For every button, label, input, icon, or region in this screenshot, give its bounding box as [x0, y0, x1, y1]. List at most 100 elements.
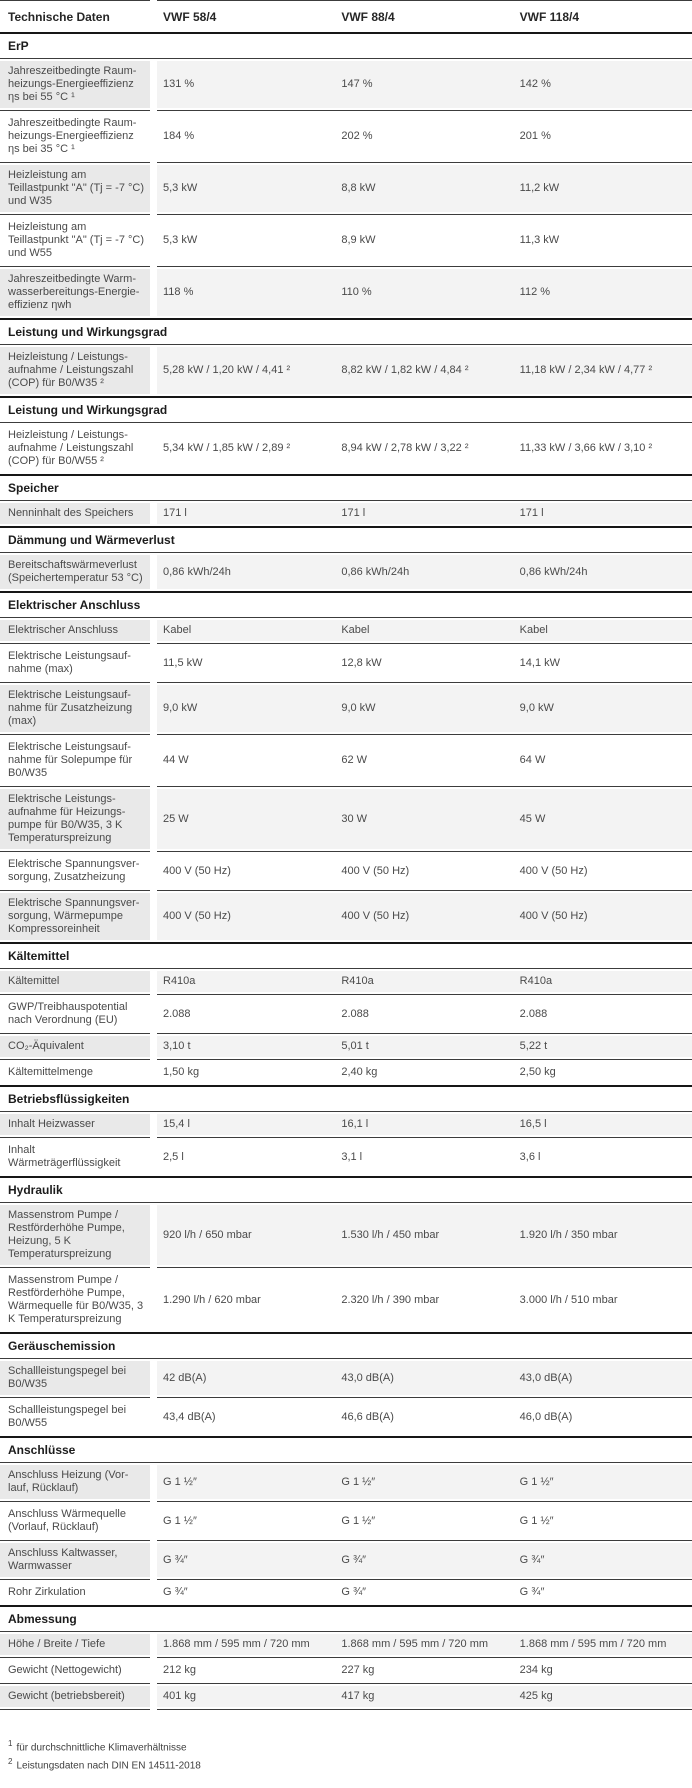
row-values: 44 W 62 W 64 W	[157, 737, 692, 784]
row-label-cell: Schallleistungspegel bei B0/W35	[0, 1359, 150, 1397]
model-columns: VWF 58/4 VWF 88/4 VWF 118/4	[157, 0, 692, 32]
row-value: 11,5 kW	[163, 656, 203, 669]
row-label-cell: Elektrische Spannungsver­sorgung, Wärmep…	[0, 890, 150, 942]
row-value: 2,50 kg	[519, 1066, 556, 1078]
row-label: Heizleistung / Leistungs­aufnahme / Leis…	[8, 429, 134, 467]
section-rows: Inhalt Heizwasser 15,4 l 16,1 l 16,5 l I…	[0, 1112, 692, 1176]
row-values: 1.290 l/h / 620 mbar 2.320 l/h / 390 mba…	[157, 1270, 692, 1330]
table-row: Inhalt Wärmeträgerflüssigkeit 2,5 l 3,1 …	[0, 1137, 692, 1176]
table-row: Gewicht (betriebsbereit) 401 kg 417 kg 4…	[0, 1683, 692, 1709]
row-value: 43,0 dB(A)	[341, 1371, 394, 1384]
section-rows: Massenstrom Pumpe / Rest­förderhöhe Pump…	[0, 1203, 692, 1332]
row-values-cell: 9,0 kW 9,0 kW 9,0 kW	[157, 682, 692, 734]
row-values: 171 l 171 l 171 l	[157, 503, 692, 524]
table-row: Massenstrom Pumpe / Rest­förderhöhe Pump…	[0, 1203, 692, 1267]
footnote-1-text: für durchschnittliche Klimaverhältnisse	[16, 1742, 187, 1754]
row-value: 12,8 kW	[341, 656, 382, 669]
row-values: 401 kg 417 kg 425 kg	[157, 1686, 692, 1707]
row-values-cell: G 1 ½″ G 1 ½″ G 1 ½″	[157, 1501, 692, 1540]
row-label-cell: Gewicht (Nettogewicht)	[0, 1657, 150, 1683]
row-value: 5,3 kW	[163, 234, 198, 246]
row-values: 2.088 2.088 2.088	[157, 997, 692, 1031]
row-value: G 1 ½″	[163, 1514, 197, 1527]
row-value: 1.868 mm / 595 mm / 720 mm	[163, 1638, 310, 1650]
row-label: Elektrische Leistungsauf­nahme für Solep…	[8, 741, 133, 779]
row-label: Schallleistungspegel bei B0/W55	[8, 1404, 127, 1429]
row-value: 15,4 l	[163, 1118, 190, 1130]
table-row: Heizleistung / Leistungs­aufnahme / Leis…	[0, 423, 692, 474]
table-row: Elektrische Leistungsauf­nahme (max) 11,…	[0, 643, 692, 682]
row-values: 42 dB(A) 43,0 dB(A) 43,0 dB(A)	[157, 1361, 692, 1395]
row-label: Elektrische Spannungsver­sorgung, Zusatz…	[8, 858, 140, 883]
row-value: G 1 ½″	[341, 1514, 376, 1527]
row-value: 9,0 kW	[519, 702, 554, 714]
row-label: Anschluss Kaltwasser, Warmwasser	[0, 1543, 150, 1577]
row-values: 5,3 kW 8,9 kW 11,3 kW	[157, 217, 692, 264]
row-label: Kältemittel	[0, 971, 150, 992]
table-row: Inhalt Heizwasser 15,4 l 16,1 l 16,5 l	[0, 1112, 692, 1137]
table-section: Hydraulik Massenstrom Pumpe / Rest­förde…	[0, 1176, 692, 1332]
row-value: 11,3 kW	[519, 234, 560, 246]
row-label-cell: Heizleistung / Leistungs­aufnahme / Leis…	[0, 423, 150, 474]
row-values-cell: 5,28 kW / 1,20 kW / 4,41 ² 8,82 kW / 1,8…	[157, 345, 692, 396]
row-value: 44 W	[163, 754, 189, 766]
row-value: 227 kg	[341, 1664, 375, 1676]
row-label-cell: CO₂-Äquivalent	[0, 1033, 150, 1059]
row-value: G 1 ½″	[519, 1514, 554, 1527]
row-label: Anschluss Wärmequelle (Vorlauf, Rücklauf…	[8, 1508, 126, 1533]
section-rows: Höhe / Breite / Tiefe 1.868 mm / 595 mm …	[0, 1632, 692, 1709]
row-values-cell: 5,3 kW 8,9 kW 11,3 kW	[157, 214, 692, 266]
section-rows: Bereitschaftswärmeverlust (Speichertempe…	[0, 553, 692, 591]
row-label-cell: GWP/Treibhauspotential nach Verordnung (…	[0, 994, 150, 1033]
row-value: 9,0 kW	[341, 702, 376, 714]
section-title: Speicher	[0, 476, 692, 501]
section-rows: Nenninhalt des Speichers 171 l 171 l 171…	[0, 501, 692, 526]
row-value: 5,3 kW	[163, 182, 198, 194]
row-value: 2.088	[163, 1007, 191, 1020]
table-section: Betriebsflüssigkeiten Inhalt Heizwasser …	[0, 1085, 692, 1176]
footnote-2: 2 Leistungsdaten nach DIN EN 14511-2018	[8, 1755, 692, 1773]
row-values: 400 V (50 Hz) 400 V (50 Hz) 400 V (50 Hz…	[157, 854, 692, 888]
section-rows: Elektrischer Anschluss Kabel Kabel Kabel…	[0, 618, 692, 942]
table-row: Elektrische Spannungsver­sorgung, Wärmep…	[0, 890, 692, 942]
row-values-cell: 43,4 dB(A) 46,6 dB(A) 46,0 dB(A)	[157, 1397, 692, 1436]
row-value: 2.088	[341, 1007, 369, 1020]
table-row: GWP/Treibhauspotential nach Verordnung (…	[0, 994, 692, 1033]
row-value: 8,94 kW / 2,78 kW / 3,22 ²	[341, 442, 469, 454]
section-rows: Heizleistung / Leistungs­aufnahme / Leis…	[0, 345, 692, 396]
row-label-cell: Anschluss Wärmequelle (Vorlauf, Rücklauf…	[0, 1501, 150, 1540]
table-row: Elektrische Leistungsauf­nahme für Solep…	[0, 734, 692, 786]
row-values-cell: 118 % 110 % 112 %	[157, 266, 692, 318]
row-value: 112 %	[519, 286, 551, 298]
row-value: 5,22 t	[519, 1040, 548, 1052]
row-values-cell: 5,3 kW 8,8 kW 11,2 kW	[157, 162, 692, 214]
row-label-cell: Heizleistung am Teillastpunkt "A" (Tj = …	[0, 162, 150, 214]
row-label: Jahreszeitbedingte Raum­heizungs-Energie…	[0, 61, 150, 108]
row-values-cell: 15,4 l 16,1 l 16,5 l	[157, 1112, 692, 1137]
table-row: CO₂-Äquivalent 3,10 t 5,01 t 5,22 t	[0, 1033, 692, 1059]
row-values-cell: 2,5 l 3,1 l 3,6 l	[157, 1137, 692, 1176]
row-value: 3.000 l/h / 510 mbar	[519, 1293, 618, 1306]
section-rows: Anschluss Heizung (Vor­lauf, Rücklauf) G…	[0, 1463, 692, 1605]
row-label-cell: Heizleistung / Leistungs­aufnahme / Leis…	[0, 345, 150, 396]
row-values: 2,5 l 3,1 l 3,6 l	[157, 1140, 692, 1174]
row-value: G ¾″	[519, 1553, 545, 1566]
table-row: Heizleistung / Leistungs­aufnahme / Leis…	[0, 345, 692, 396]
row-value: 400 V (50 Hz)	[341, 910, 410, 922]
row-value: 11,33 kW / 3,66 kW / 3,10 ²	[519, 442, 653, 454]
section-title: Abmessung	[0, 1607, 692, 1632]
row-label-cell: Jahreszeitbedingte Raum­heizungs-Energie…	[0, 110, 150, 162]
table-row: Anschluss Kaltwasser, Warmwasser G ¾″ G …	[0, 1540, 692, 1579]
row-value: G ¾″	[163, 1553, 188, 1566]
row-value: 400 V (50 Hz)	[341, 864, 410, 877]
row-value: G 1 ½″	[163, 1475, 197, 1488]
section-title: Leistung und Wirkungsgrad	[0, 398, 692, 423]
model-column-3: VWF 118/4	[519, 10, 580, 24]
row-value: 0,86 kWh/24h	[519, 565, 588, 578]
row-value: 3,10 t	[163, 1040, 191, 1052]
section-rows: Heizleistung / Leistungs­aufnahme / Leis…	[0, 423, 692, 474]
section-title: ErP	[0, 34, 692, 59]
row-value: 400 V (50 Hz)	[519, 864, 588, 877]
row-values: G 1 ½″ G 1 ½″ G 1 ½″	[157, 1504, 692, 1538]
row-values-cell: 44 W 62 W 64 W	[157, 734, 692, 786]
